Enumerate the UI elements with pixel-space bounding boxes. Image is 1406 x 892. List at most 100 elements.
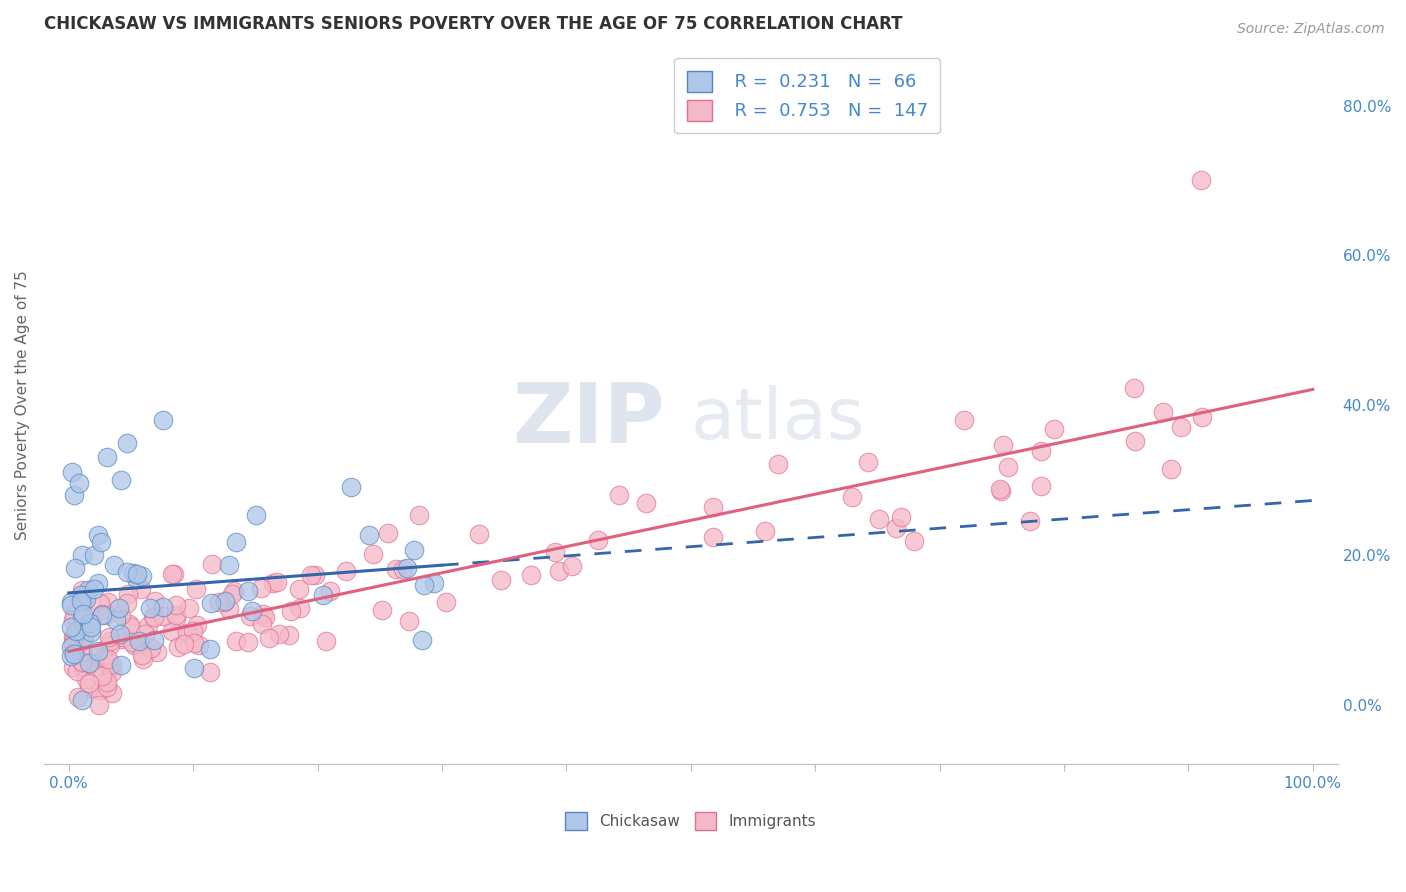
Point [110,473,132,487]
Point [87,528,110,542]
Point [96,675,118,690]
Point [702,500,724,514]
Point [90,607,112,622]
Point [69,594,91,608]
Point [236,584,259,599]
Point [856,455,879,469]
Point [76,582,98,597]
Point [1152,405,1174,419]
Text: ZIP: ZIP [512,379,665,460]
Point [127,638,149,652]
Point [245,508,267,523]
Point [117,565,139,579]
Point [83,582,105,596]
Point [361,547,384,561]
Point [183,661,205,675]
Point [200,596,222,610]
Point [120,620,142,634]
Point [952,413,974,427]
Point [143,610,166,624]
Point [278,628,301,642]
Point [868,512,890,526]
Point [63,561,86,575]
Point [988,482,1011,496]
Point [72,607,94,621]
Point [132,652,155,666]
Point [70,656,93,670]
Point [1019,514,1042,528]
Point [110,608,132,623]
Point [991,438,1014,452]
Point [208,595,231,609]
Point [315,633,337,648]
Point [83,548,105,562]
Point [98,633,121,648]
Point [222,584,245,599]
Point [93,651,115,665]
Point [266,575,288,590]
Point [124,638,146,652]
Point [413,578,436,592]
Point [70,597,93,611]
Point [63,608,86,623]
Point [702,530,724,544]
Point [77,681,100,696]
Point [607,488,630,502]
Point [72,660,94,674]
Point [586,533,609,548]
Point [636,495,658,509]
Point [66,664,89,678]
Point [766,457,789,471]
Point [1191,410,1213,425]
Point [77,675,100,690]
Legend: Chickasaw, Immigrants: Chickasaw, Immigrants [560,806,823,836]
Point [319,583,342,598]
Point [97,651,120,665]
Point [841,491,863,505]
Point [128,634,150,648]
Point [423,576,446,591]
Point [62,646,84,660]
Point [183,636,205,650]
Point [104,613,127,627]
Point [69,634,91,648]
Point [288,582,311,596]
Point [65,624,87,638]
Point [754,524,776,538]
Point [125,566,148,581]
Point [239,609,262,624]
Point [97,595,120,609]
Point [290,601,312,615]
Point [267,626,290,640]
Point [468,527,491,541]
Point [142,609,165,624]
Point [60,648,83,663]
Point [340,480,363,494]
Point [87,575,110,590]
Point [72,630,94,644]
Point [70,655,93,669]
Point [165,611,187,625]
Point [221,586,243,600]
Point [79,616,101,631]
Point [87,698,110,712]
Point [72,583,94,598]
Point [392,562,415,576]
Point [179,600,201,615]
Point [90,607,112,622]
Point [1123,434,1146,449]
Point [101,657,124,671]
Point [1160,462,1182,476]
Point [79,657,101,671]
Y-axis label: Seniors Poverty Over the Age of 75: Seniors Poverty Over the Age of 75 [15,270,30,540]
Point [304,567,326,582]
Point [398,614,420,628]
Point [186,618,208,632]
Point [89,682,111,697]
Point [79,620,101,634]
Point [70,692,93,706]
Point [62,647,84,661]
Point [63,630,86,644]
Point [63,488,86,502]
Point [218,601,240,615]
